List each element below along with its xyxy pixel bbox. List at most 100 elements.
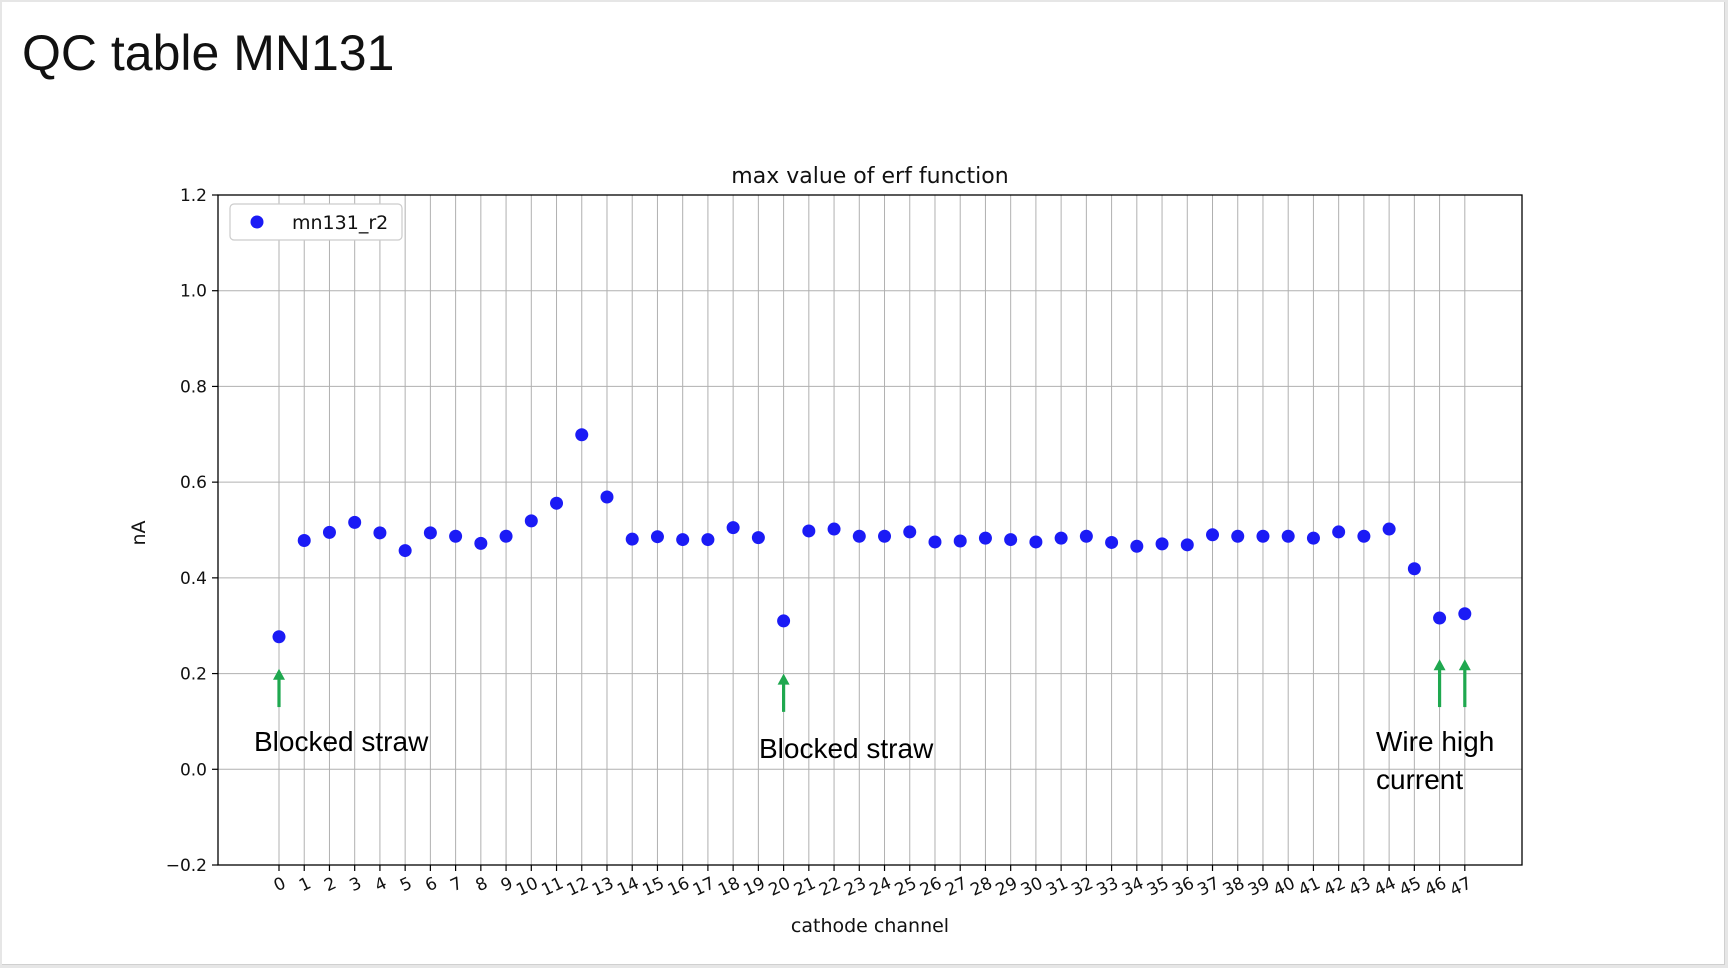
data-point xyxy=(297,534,311,548)
x-tick-label: 37 xyxy=(1195,873,1223,900)
data-point xyxy=(1407,562,1421,576)
x-tick-label: 23 xyxy=(841,873,869,900)
x-tick-label: 4 xyxy=(372,873,390,896)
data-point xyxy=(1130,539,1144,553)
data-point xyxy=(550,496,564,510)
x-tick-label: 40 xyxy=(1270,873,1298,900)
data-point xyxy=(1433,611,1447,625)
x-tick-label: 12 xyxy=(564,873,592,900)
x-tick-label: 5 xyxy=(397,873,415,896)
data-point xyxy=(802,524,816,538)
x-tick-label: 30 xyxy=(1018,873,1046,900)
annotation-arrow-head xyxy=(273,668,285,680)
data-point xyxy=(953,534,967,548)
x-tick-label: 0 xyxy=(271,873,289,896)
data-point xyxy=(499,529,513,543)
data-point xyxy=(1004,533,1018,547)
annotation-label-line: Blocked straw xyxy=(254,726,429,757)
annotation-arrows xyxy=(273,659,1471,712)
data-point xyxy=(676,533,690,547)
data-point xyxy=(575,428,589,442)
x-tick-label: 8 xyxy=(473,873,491,896)
data-point xyxy=(751,531,765,545)
data-point xyxy=(1231,529,1245,543)
y-tick-label: 0.4 xyxy=(180,569,207,589)
x-tick-label: 13 xyxy=(589,873,617,900)
data-point xyxy=(1382,522,1396,536)
x-tick-label: 20 xyxy=(766,873,794,900)
y-axis-label: nA xyxy=(128,520,150,545)
x-tick-label: 18 xyxy=(715,873,743,900)
data-point xyxy=(1256,529,1270,543)
legend: mn131_r2 xyxy=(229,203,403,241)
x-tick-label: 46 xyxy=(1422,873,1450,900)
data-point xyxy=(1458,607,1472,621)
data-point xyxy=(524,514,538,528)
x-tick-label: 43 xyxy=(1346,873,1374,900)
x-tick-label: 24 xyxy=(867,873,895,900)
data-point xyxy=(348,515,362,529)
x-tick-label: 27 xyxy=(942,873,970,900)
x-tick-label: 15 xyxy=(639,873,667,900)
x-tick-label: 19 xyxy=(740,873,768,900)
x-tick-label: 45 xyxy=(1396,873,1424,900)
x-tick-label: 44 xyxy=(1371,873,1399,900)
data-point xyxy=(449,529,463,543)
slide-title: QC table MN131 xyxy=(22,25,395,81)
data-point xyxy=(928,535,942,549)
annotation-arrow-head xyxy=(777,673,790,685)
x-tick-label: 25 xyxy=(892,873,920,900)
x-tick-label: 42 xyxy=(1321,873,1349,900)
x-tick-label: 6 xyxy=(422,873,440,896)
y-tick-label: 1.2 xyxy=(180,186,207,206)
data-point xyxy=(474,536,488,550)
x-tick-label: 2 xyxy=(321,873,339,896)
x-tick-label: 41 xyxy=(1295,873,1323,900)
x-tick-label: 32 xyxy=(1068,873,1096,900)
data-point xyxy=(1105,535,1119,549)
data-point xyxy=(398,544,412,558)
x-tick-label: 17 xyxy=(690,873,718,900)
x-tick-label: 38 xyxy=(1220,873,1248,900)
data-point xyxy=(852,529,866,543)
annotation-label: Wire high current xyxy=(1376,723,1494,799)
x-tick-label: 33 xyxy=(1094,873,1122,900)
annotation-label: Blocked straw xyxy=(254,723,428,761)
data-point xyxy=(777,614,791,628)
data-point xyxy=(1079,529,1093,543)
x-tick-label: 22 xyxy=(816,873,844,900)
x-tick-label: 7 xyxy=(447,873,465,896)
legend-box xyxy=(229,203,403,241)
x-tick-label: 31 xyxy=(1043,873,1071,900)
legend-label: mn131_r2 xyxy=(292,212,388,234)
x-tick-label: 28 xyxy=(967,873,995,900)
x-tick-label: 39 xyxy=(1245,873,1273,900)
data-point xyxy=(272,630,286,644)
data-point xyxy=(625,532,639,546)
x-tick-label: 11 xyxy=(539,873,567,900)
axis-ticks: 0 1 2 3 4 5 6 7 8 9101112131415161718192021222324… xyxy=(166,186,1475,901)
x-tick-label: 14 xyxy=(614,873,642,900)
x-axis-label: cathode channel xyxy=(791,915,949,937)
data-point xyxy=(1054,531,1068,545)
x-tick-label: 21 xyxy=(791,873,819,900)
data-point xyxy=(827,522,841,536)
data-point xyxy=(878,529,892,543)
data-point xyxy=(322,525,336,539)
annotation-label-line: current xyxy=(1376,764,1464,795)
data-point xyxy=(903,525,917,539)
data-point xyxy=(423,526,437,540)
y-tick-label: 0.2 xyxy=(180,665,207,685)
y-tick-label: 1.0 xyxy=(180,282,207,302)
y-tick-label: −0.2 xyxy=(166,856,207,876)
x-tick-label: 3 xyxy=(347,873,365,896)
data-point xyxy=(1029,535,1043,549)
data-point xyxy=(1281,529,1295,543)
data-point xyxy=(978,531,992,545)
data-point xyxy=(1155,537,1169,551)
annotation-label: Blocked straw xyxy=(759,730,933,768)
x-tick-label: 34 xyxy=(1119,873,1147,900)
data-point xyxy=(600,490,614,504)
